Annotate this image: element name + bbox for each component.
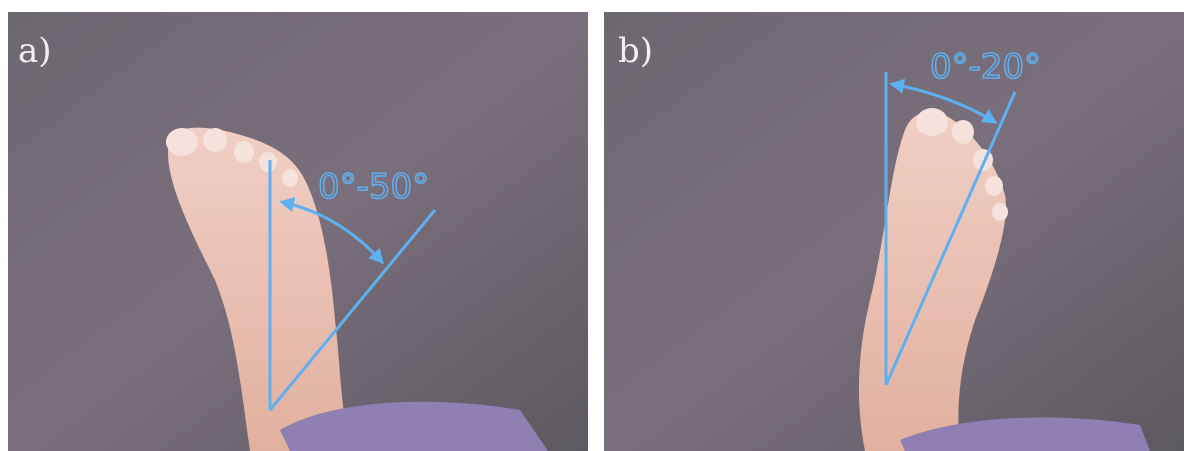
panel-label: b) [618,31,653,71]
panel-label: a) [18,31,52,71]
figure: a) 0°-50° b) 0°-20° [0,0,1184,451]
panel-a: a) 0°-50° [8,12,588,451]
angle-label: 0°-50° [318,167,429,207]
angle-label: 0°-20° [930,47,1041,87]
panel-b: b) 0°-20° [604,12,1184,451]
